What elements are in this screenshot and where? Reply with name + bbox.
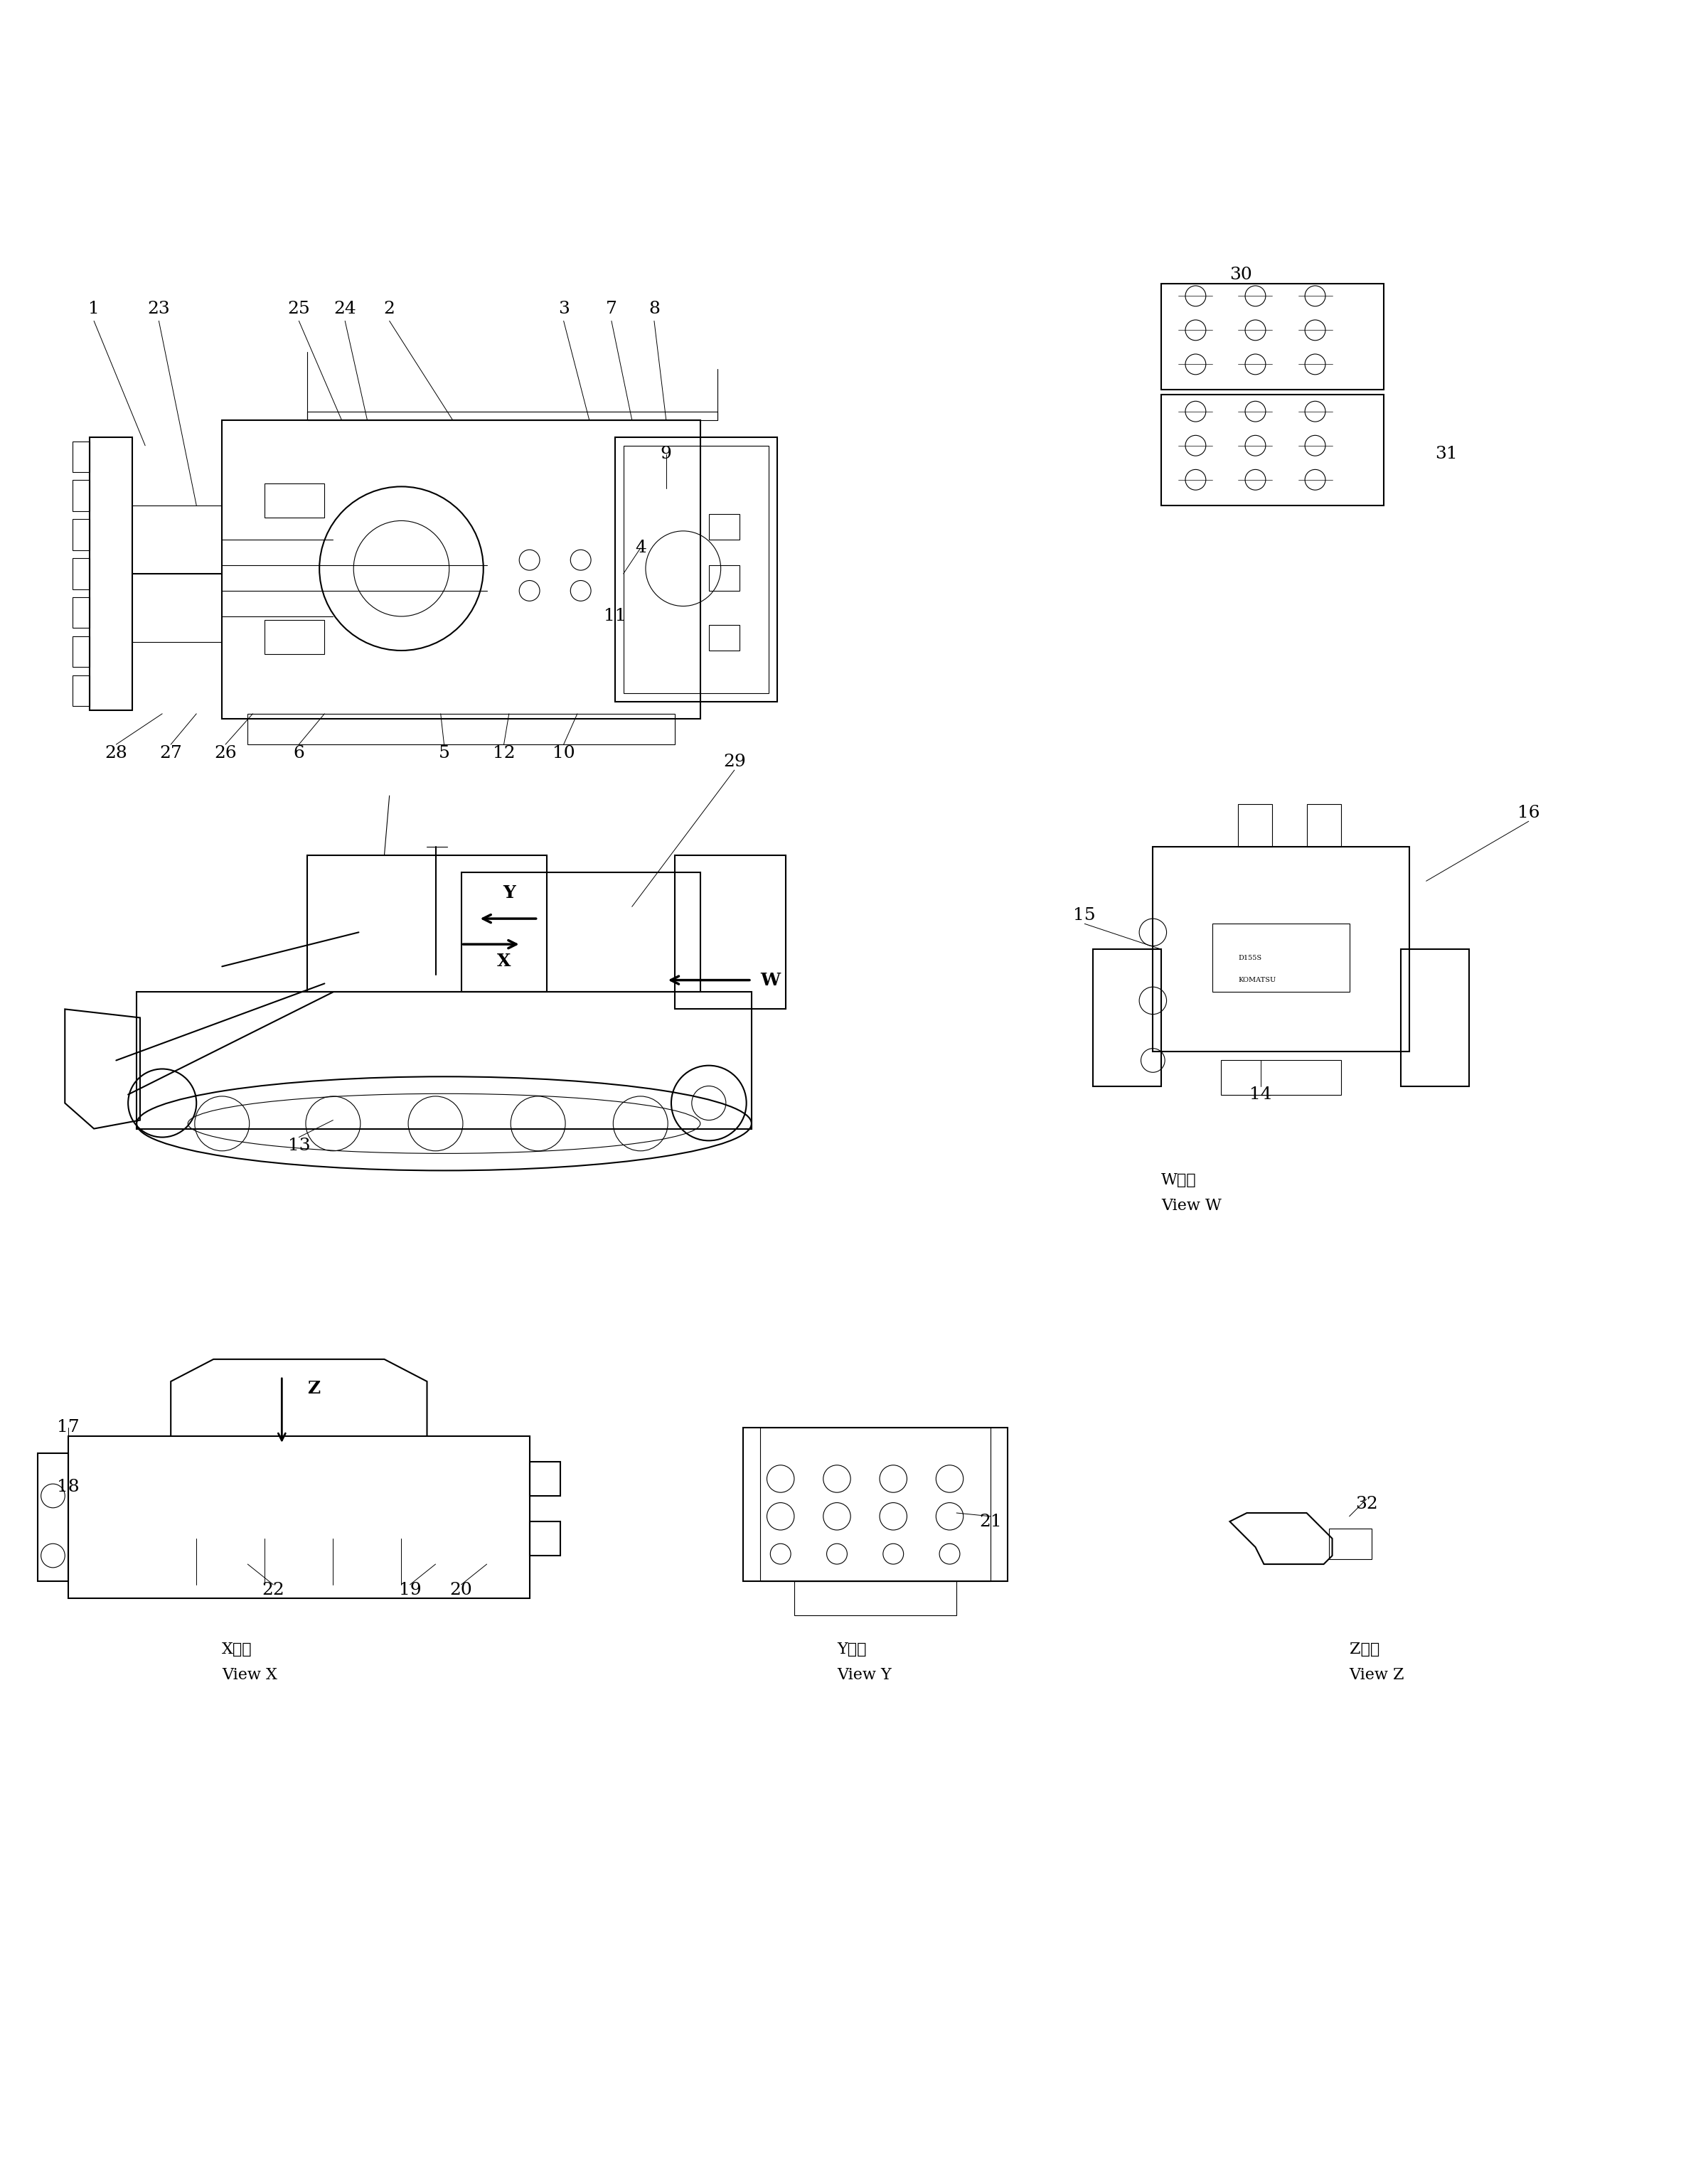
Text: 22: 22 <box>261 1581 285 1599</box>
Text: 1: 1 <box>89 300 99 317</box>
Bar <box>307 411 717 419</box>
Text: 11: 11 <box>603 608 627 626</box>
Bar <box>743 1427 1008 1581</box>
Bar <box>709 626 740 652</box>
Bar <box>38 1453 68 1581</box>
Bar <box>1213 923 1349 993</box>
Bar <box>461 873 700 993</box>
Bar <box>615 437 777 702</box>
Bar <box>1329 1529 1372 1559</box>
Bar <box>222 419 700 719</box>
Bar <box>72 480 89 510</box>
Text: 23: 23 <box>147 300 171 317</box>
Bar <box>307 856 547 993</box>
Text: 19: 19 <box>398 1581 422 1599</box>
Text: Y　視: Y 視 <box>837 1642 866 1657</box>
Text: Z: Z <box>307 1379 321 1397</box>
Text: 15: 15 <box>1073 908 1097 923</box>
Bar <box>709 515 740 539</box>
Bar <box>1238 804 1272 847</box>
Bar <box>529 1520 560 1555</box>
Text: 29: 29 <box>722 754 746 769</box>
Text: 21: 21 <box>979 1514 1003 1529</box>
Bar <box>760 1427 991 1581</box>
Text: 6: 6 <box>294 745 304 760</box>
Bar <box>709 565 740 591</box>
Text: 7: 7 <box>606 300 617 317</box>
Text: X: X <box>497 954 511 971</box>
Text: 17: 17 <box>56 1418 80 1436</box>
Text: View X: View X <box>222 1668 277 1683</box>
Bar <box>1401 949 1469 1086</box>
Bar <box>248 715 675 745</box>
Bar <box>137 993 752 1129</box>
Text: Y: Y <box>502 884 516 901</box>
Text: W　視: W 視 <box>1161 1173 1197 1188</box>
Bar <box>72 519 89 550</box>
Bar <box>529 1462 560 1497</box>
Bar <box>794 1581 956 1616</box>
Bar <box>1093 949 1161 1086</box>
Text: 26: 26 <box>214 745 237 760</box>
Bar <box>1161 282 1383 391</box>
Text: 18: 18 <box>56 1479 80 1497</box>
Bar <box>72 597 89 628</box>
Text: 13: 13 <box>287 1138 311 1153</box>
Text: 4: 4 <box>635 541 646 556</box>
Text: 28: 28 <box>104 745 128 760</box>
Text: 16: 16 <box>1517 804 1541 821</box>
Text: View Z: View Z <box>1349 1668 1404 1683</box>
Text: 31: 31 <box>1435 445 1457 463</box>
Text: 27: 27 <box>159 745 183 760</box>
Bar <box>72 675 89 706</box>
Bar <box>89 437 133 710</box>
Bar <box>1153 847 1409 1051</box>
Text: 10: 10 <box>552 745 576 760</box>
Text: 2: 2 <box>384 300 395 317</box>
Bar <box>68 1436 529 1599</box>
Text: 32: 32 <box>1354 1497 1378 1512</box>
Bar <box>623 445 769 693</box>
Text: 25: 25 <box>287 300 311 317</box>
Text: 30: 30 <box>1230 267 1252 282</box>
Bar <box>72 558 89 589</box>
Text: KOMATSU: KOMATSU <box>1238 977 1276 984</box>
Text: Z　視: Z 視 <box>1349 1642 1380 1657</box>
Bar <box>1221 1060 1341 1095</box>
Text: 5: 5 <box>439 745 449 760</box>
Text: D155S: D155S <box>1238 956 1262 962</box>
Text: 24: 24 <box>333 300 357 317</box>
Text: View Y: View Y <box>837 1668 892 1683</box>
Bar <box>675 856 786 1010</box>
Text: View W: View W <box>1161 1197 1221 1214</box>
Text: 14: 14 <box>1249 1086 1272 1103</box>
Bar <box>1307 804 1341 847</box>
Bar <box>72 441 89 471</box>
Bar <box>1161 395 1383 506</box>
Text: 20: 20 <box>449 1581 473 1599</box>
Text: 8: 8 <box>649 300 659 317</box>
Text: 3: 3 <box>559 300 569 317</box>
Bar <box>265 619 325 654</box>
Bar <box>72 636 89 667</box>
Text: 12: 12 <box>492 745 516 760</box>
Text: X　視: X 視 <box>222 1642 253 1657</box>
Bar <box>265 482 325 517</box>
Text: 9: 9 <box>661 445 671 463</box>
Text: W: W <box>760 971 781 988</box>
